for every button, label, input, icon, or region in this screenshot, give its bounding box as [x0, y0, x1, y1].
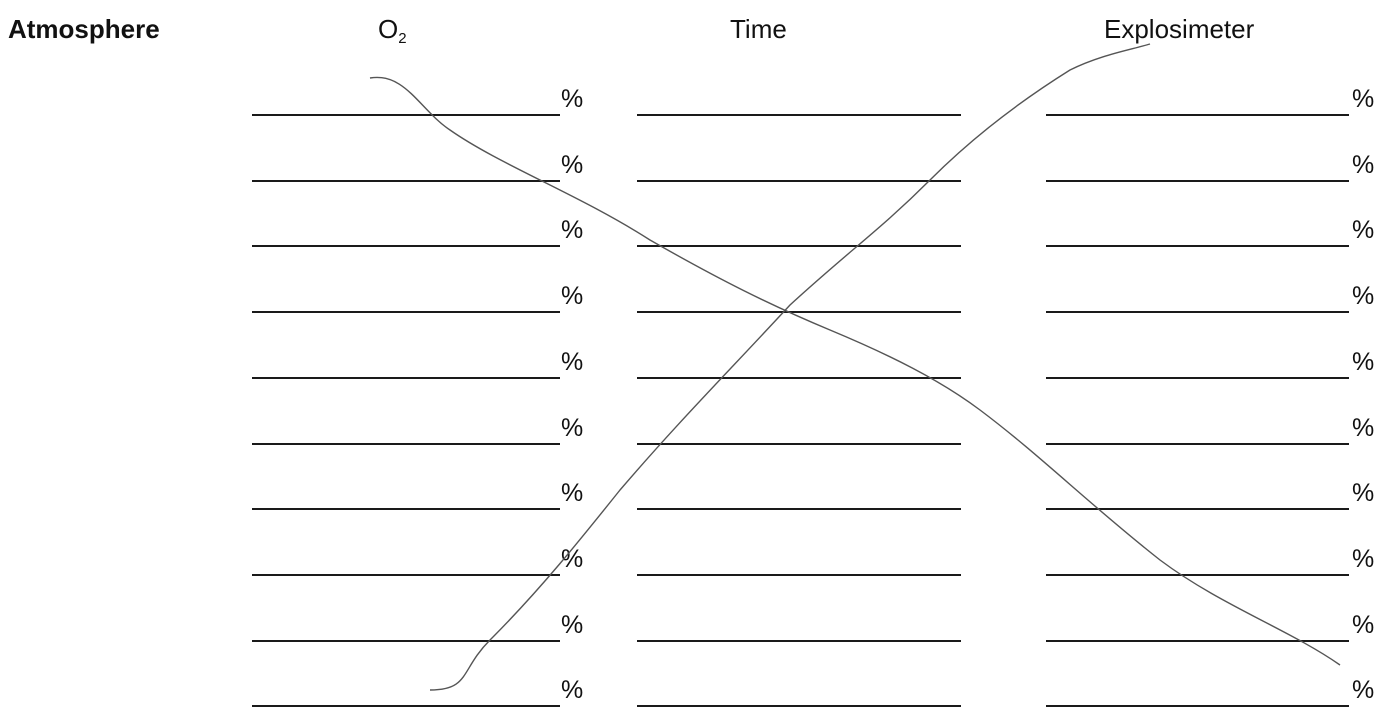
- o2-blank-line[interactable]: [252, 377, 560, 379]
- descending-curve: [369, 76, 1341, 666]
- explosimeter-blank-line[interactable]: [1046, 180, 1349, 182]
- explosimeter-blank-line[interactable]: [1046, 443, 1349, 445]
- time-blank-line[interactable]: [637, 705, 961, 707]
- o2-blank-line[interactable]: [252, 640, 560, 642]
- explosimeter-blank-line[interactable]: [1046, 377, 1349, 379]
- explosimeter-percent-symbol: %: [1352, 414, 1375, 442]
- time-blank-line[interactable]: [637, 114, 961, 116]
- explosimeter-blank-line[interactable]: [1046, 311, 1349, 313]
- o2-blank-line[interactable]: [252, 508, 560, 510]
- explosimeter-percent-symbol: %: [1352, 282, 1375, 310]
- o2-header-main: O: [378, 14, 399, 44]
- ascending-curve: [429, 43, 1151, 691]
- explosimeter-blank-line[interactable]: [1046, 508, 1349, 510]
- o2-percent-symbol: %: [561, 216, 584, 244]
- time-blank-line[interactable]: [637, 311, 961, 313]
- explosimeter-blank-line[interactable]: [1046, 705, 1349, 707]
- o2-percent-symbol: %: [561, 414, 584, 442]
- explosimeter-blank-line[interactable]: [1046, 574, 1349, 576]
- explosimeter-blank-line[interactable]: [1046, 640, 1349, 642]
- o2-blank-line[interactable]: [252, 245, 560, 247]
- time-blank-line[interactable]: [637, 508, 961, 510]
- time-blank-line[interactable]: [637, 443, 961, 445]
- o2-header-subscript: 2: [398, 30, 407, 47]
- o2-blank-line[interactable]: [252, 705, 560, 707]
- time-blank-line[interactable]: [637, 245, 961, 247]
- explosimeter-percent-symbol: %: [1352, 545, 1375, 573]
- o2-blank-line[interactable]: [252, 114, 560, 116]
- o2-blank-line[interactable]: [252, 311, 560, 313]
- o2-blank-line[interactable]: [252, 443, 560, 445]
- explosimeter-percent-symbol: %: [1352, 216, 1375, 244]
- explosimeter-percent-symbol: %: [1352, 348, 1375, 376]
- time-blank-line[interactable]: [637, 377, 961, 379]
- explosimeter-column-header: Explosimeter: [1104, 14, 1255, 44]
- o2-percent-symbol: %: [561, 151, 584, 179]
- o2-percent-symbol: %: [561, 282, 584, 310]
- explosimeter-percent-symbol: %: [1352, 611, 1375, 639]
- o2-percent-symbol: %: [561, 545, 584, 573]
- explosimeter-blank-line[interactable]: [1046, 245, 1349, 247]
- explosimeter-percent-symbol: %: [1352, 85, 1375, 113]
- o2-percent-symbol: %: [561, 676, 584, 704]
- o2-blank-line[interactable]: [252, 574, 560, 576]
- time-blank-line[interactable]: [637, 180, 961, 182]
- time-blank-line[interactable]: [637, 640, 961, 642]
- atmosphere-label: Atmosphere: [8, 14, 160, 44]
- time-blank-line[interactable]: [637, 574, 961, 576]
- time-column-header: Time: [730, 14, 787, 44]
- explosimeter-percent-symbol: %: [1352, 151, 1375, 179]
- explosimeter-percent-symbol: %: [1352, 676, 1375, 704]
- o2-column-header: O2: [378, 14, 407, 47]
- o2-percent-symbol: %: [561, 85, 584, 113]
- explosimeter-percent-symbol: %: [1352, 479, 1375, 507]
- explosimeter-blank-line[interactable]: [1046, 114, 1349, 116]
- o2-percent-symbol: %: [561, 348, 584, 376]
- o2-percent-symbol: %: [561, 479, 584, 507]
- o2-percent-symbol: %: [561, 611, 584, 639]
- o2-blank-line[interactable]: [252, 180, 560, 182]
